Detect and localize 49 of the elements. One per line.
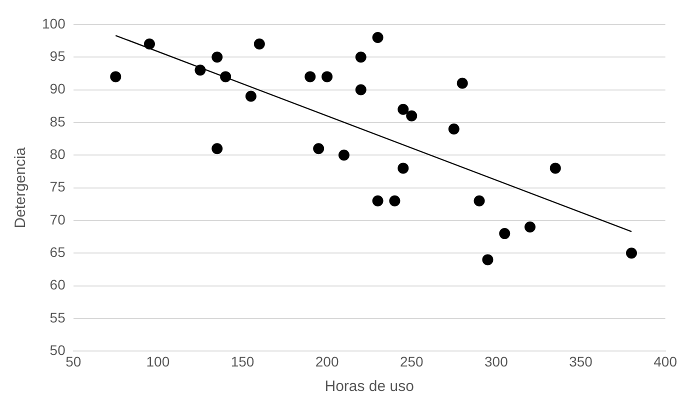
point bbox=[355, 52, 366, 63]
y-tick-label: 85 bbox=[50, 113, 66, 130]
point bbox=[313, 143, 324, 154]
y-tick-label: 75 bbox=[50, 178, 66, 195]
y-tick-label: 70 bbox=[50, 211, 66, 228]
y-tick-label: 55 bbox=[50, 309, 66, 326]
point bbox=[194, 64, 206, 76]
point bbox=[398, 162, 409, 174]
x-tick-label: 150 bbox=[230, 353, 254, 370]
y-tick-label: 100 bbox=[42, 15, 66, 32]
point bbox=[448, 123, 460, 134]
y-axis-title: Detergencia bbox=[12, 146, 30, 228]
x-axis-title: Horas de uso bbox=[324, 378, 414, 396]
point bbox=[372, 32, 384, 43]
y-tick-label: 60 bbox=[50, 276, 66, 293]
point bbox=[254, 38, 265, 50]
point bbox=[212, 143, 223, 154]
point bbox=[338, 150, 350, 161]
y-tick-label: 65 bbox=[50, 244, 66, 260]
x-tick-label: 200 bbox=[315, 353, 339, 370]
point bbox=[482, 254, 494, 266]
point bbox=[550, 162, 561, 174]
point bbox=[524, 222, 536, 233]
y-tick-label: 90 bbox=[50, 80, 66, 97]
y-tick-label: 50 bbox=[50, 342, 66, 358]
point bbox=[212, 52, 223, 63]
point bbox=[499, 228, 510, 240]
point bbox=[220, 71, 232, 82]
point bbox=[406, 110, 418, 122]
point bbox=[144, 38, 155, 50]
point bbox=[398, 104, 409, 115]
point bbox=[389, 195, 400, 206]
point bbox=[456, 78, 468, 89]
point bbox=[626, 248, 637, 259]
point bbox=[355, 84, 366, 96]
x-tick-label: 300 bbox=[484, 353, 508, 370]
x-tick-label: 250 bbox=[400, 353, 424, 370]
point bbox=[110, 71, 122, 82]
y-tick-label: 95 bbox=[50, 48, 66, 64]
point bbox=[372, 195, 384, 206]
point bbox=[322, 71, 333, 82]
x-tick-label: 400 bbox=[654, 353, 678, 370]
x-tick-label: 100 bbox=[146, 353, 170, 370]
y-tick-label: 80 bbox=[50, 146, 66, 162]
point bbox=[304, 71, 316, 82]
x-tick-label: 50 bbox=[66, 353, 82, 370]
point bbox=[245, 90, 256, 102]
x-tick-label: 350 bbox=[569, 353, 593, 370]
point bbox=[474, 195, 485, 206]
